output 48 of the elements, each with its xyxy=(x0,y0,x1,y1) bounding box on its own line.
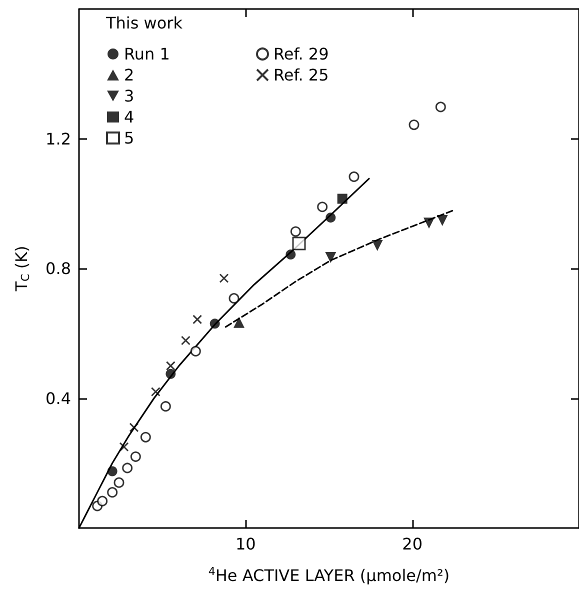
point xyxy=(107,487,118,498)
point xyxy=(97,496,108,506)
point xyxy=(150,387,160,397)
point xyxy=(325,252,336,263)
y-tick-label: 1.2 xyxy=(46,129,71,148)
point xyxy=(317,202,328,212)
point xyxy=(166,368,176,379)
point xyxy=(114,477,124,488)
point xyxy=(107,466,118,476)
legend-title: This work xyxy=(105,14,184,32)
y-tick-label: 0.8 xyxy=(46,259,71,278)
legend-label: Run 1 xyxy=(124,44,170,64)
point xyxy=(290,226,301,237)
point xyxy=(228,293,240,304)
point xyxy=(436,214,448,226)
point xyxy=(408,120,420,130)
point xyxy=(286,250,296,260)
point xyxy=(190,346,201,356)
point xyxy=(140,432,151,442)
point xyxy=(326,212,336,223)
point xyxy=(372,240,383,251)
legend-label: 4 xyxy=(124,108,134,126)
point xyxy=(210,318,220,329)
point xyxy=(119,442,129,452)
legend-label: Ref. 29 xyxy=(274,44,329,64)
point xyxy=(130,451,141,462)
point xyxy=(337,194,348,204)
point xyxy=(192,314,202,324)
point xyxy=(292,236,306,250)
point xyxy=(129,422,139,432)
legend-label: Ref. 25 xyxy=(274,66,329,84)
point xyxy=(424,218,434,229)
point xyxy=(219,273,229,283)
point xyxy=(348,171,360,182)
point xyxy=(180,336,190,346)
legend-label: 3 xyxy=(124,86,134,106)
point xyxy=(122,462,133,474)
legend-label: 5 xyxy=(124,128,134,148)
y-tick-label: 0.4 xyxy=(46,388,71,408)
point xyxy=(234,316,244,328)
legend-label: 2 xyxy=(124,66,134,84)
y-axis-title: TC (K) xyxy=(12,246,32,292)
line-series xyxy=(224,210,454,328)
x-tick-label: 10 xyxy=(235,534,256,554)
x-tick-label: 20 xyxy=(402,534,423,554)
point xyxy=(166,361,176,371)
point xyxy=(160,401,171,412)
point xyxy=(435,102,446,112)
